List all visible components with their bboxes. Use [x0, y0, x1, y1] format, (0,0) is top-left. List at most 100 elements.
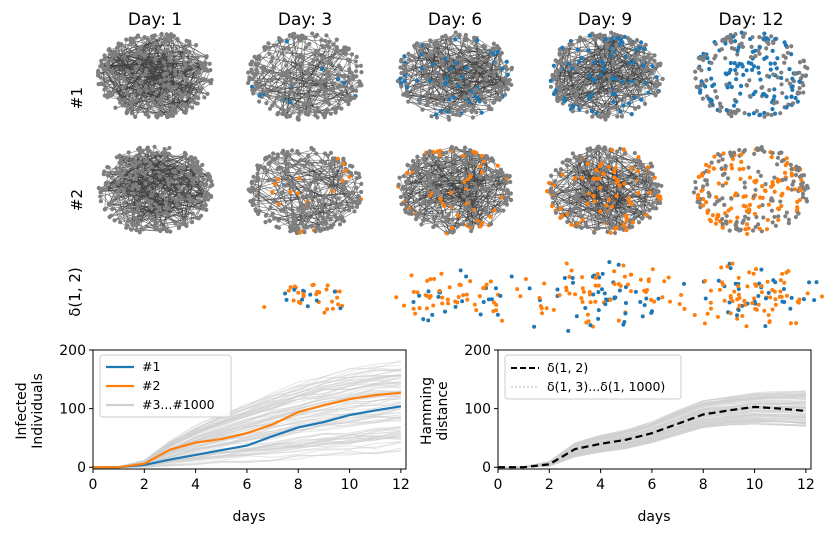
infected-node: [479, 170, 485, 175]
delta-node: [567, 291, 572, 296]
delta-node: [595, 271, 600, 276]
infected-node: [284, 39, 290, 44]
network-node: [122, 97, 127, 102]
network-node: [125, 209, 130, 215]
network-node: [779, 70, 784, 75]
network-edge: [305, 40, 322, 113]
network-node: [496, 65, 501, 70]
network-node: [421, 157, 427, 162]
network-node: [735, 52, 740, 57]
network-node: [454, 112, 459, 117]
network-node: [191, 160, 196, 165]
delta-node: [523, 277, 528, 282]
network-edge: [435, 44, 497, 100]
network-edge: [254, 89, 350, 99]
network-node: [322, 99, 327, 104]
network-node: [323, 38, 328, 44]
network-node: [144, 224, 149, 229]
network-node: [181, 165, 187, 170]
infected-node: [752, 64, 757, 69]
network-node: [331, 222, 336, 227]
network-node: [178, 188, 183, 193]
network-node: [483, 82, 489, 87]
network-edge: [570, 214, 617, 227]
network-node: [118, 157, 123, 163]
network-node: [612, 32, 617, 37]
network-edge: [626, 180, 650, 211]
network-node: [470, 115, 476, 120]
network-node: [327, 102, 332, 107]
network-node: [600, 53, 605, 58]
infected-node: [342, 80, 347, 85]
delta-node: [494, 308, 499, 313]
network-node: [325, 226, 330, 231]
network-node: [304, 77, 309, 82]
network-node: [347, 93, 352, 98]
network-node: [765, 112, 770, 117]
network-node: [443, 65, 448, 70]
network-node: [464, 87, 469, 92]
network-node: [578, 37, 583, 42]
network-edge: [459, 34, 467, 90]
network-node: [305, 68, 310, 74]
network-node: [608, 186, 613, 191]
network-node: [458, 62, 463, 67]
network-node: [178, 197, 183, 202]
network-node: [341, 219, 347, 224]
network-node: [313, 113, 318, 118]
network-node: [575, 157, 581, 162]
network-node: [412, 164, 417, 169]
network-edge: [401, 59, 407, 96]
network-node: [308, 100, 313, 105]
network-node: [195, 175, 201, 180]
network-node: [472, 212, 477, 217]
network-node: [464, 79, 470, 85]
network-edge: [640, 42, 656, 96]
network-node: [425, 217, 430, 223]
network-node: [797, 86, 802, 91]
network-node: [649, 70, 654, 76]
delta-node: [495, 312, 500, 317]
infected-node: [460, 75, 466, 80]
network-node: [605, 154, 610, 160]
network-node: [572, 181, 577, 187]
delta-node: [603, 302, 608, 307]
infected-node: [630, 220, 636, 225]
network-edge: [469, 55, 492, 95]
network-node: [590, 180, 595, 185]
delta-node: [411, 306, 416, 311]
network-node: [109, 92, 115, 97]
network-node: [590, 114, 595, 119]
network-node: [154, 103, 159, 108]
row-label-1: #1: [68, 87, 86, 109]
network-node: [192, 66, 197, 71]
delta-node: [335, 295, 340, 300]
infected-node: [621, 222, 626, 227]
network-node: [302, 163, 307, 169]
network-node: [310, 223, 315, 229]
network-node: [350, 164, 355, 169]
network-node: [407, 57, 412, 62]
infected-node: [589, 92, 595, 97]
infected-node: [639, 97, 644, 102]
row-label-delta: δ(1, 2): [66, 267, 84, 317]
network-node: [596, 113, 601, 119]
network-edge: [345, 60, 350, 96]
network-node: [575, 100, 580, 106]
infected-node: [733, 67, 738, 73]
network-node: [160, 164, 165, 170]
network-edge: [138, 38, 178, 54]
network-node: [129, 220, 134, 225]
delta-node: [417, 293, 422, 298]
delta-node: [656, 296, 661, 301]
delta-node: [638, 299, 643, 304]
infected-node: [430, 62, 436, 67]
network-node: [589, 153, 594, 158]
delta-node: [478, 312, 483, 317]
network-node: [498, 95, 503, 101]
network-node: [497, 52, 503, 58]
network-edge: [118, 43, 121, 101]
delta-node: [477, 294, 482, 299]
network-edge: [125, 157, 166, 203]
network-node: [126, 150, 131, 155]
